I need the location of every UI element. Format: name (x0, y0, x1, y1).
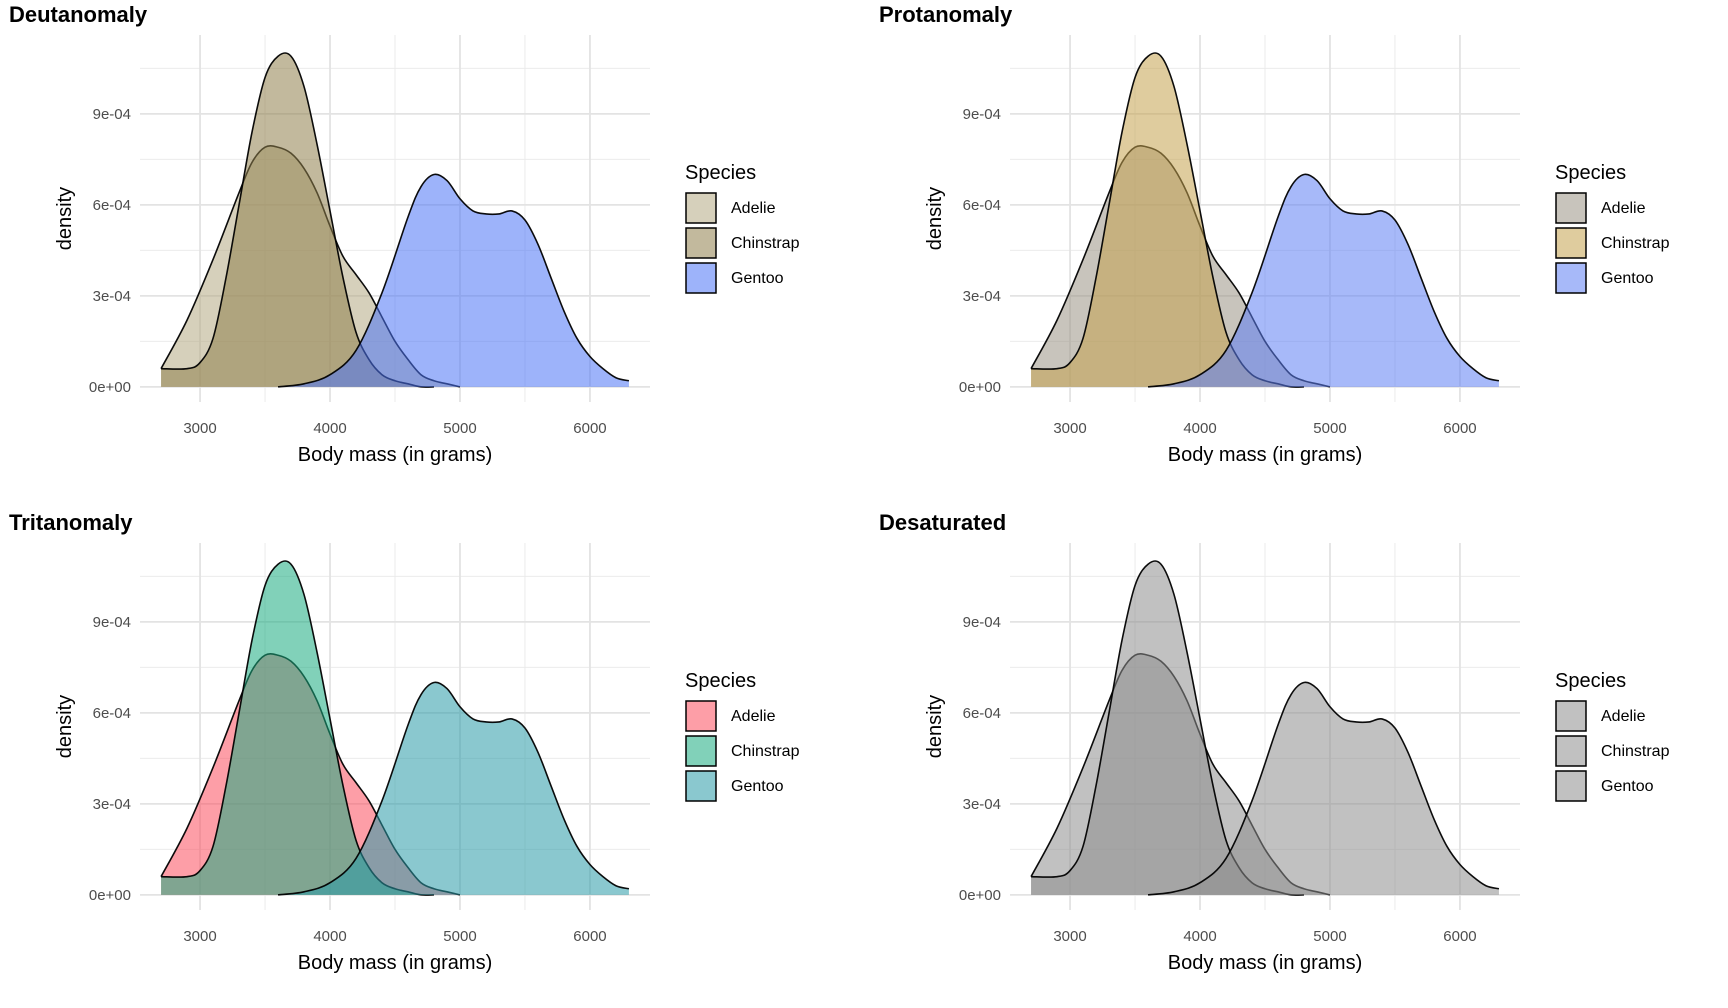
legend-title: Species (685, 162, 756, 184)
y-tick-label: 6e-04 (93, 705, 131, 722)
y-tick-label: 0e+00 (959, 379, 1001, 396)
y-tick-label: 9e-04 (963, 106, 1001, 123)
y-tick-label: 3e-04 (93, 796, 131, 813)
legend-title: Species (1555, 162, 1626, 184)
legend-key-gentoo (1555, 770, 1587, 802)
x-axis-title: Body mass (in grams) (1168, 444, 1363, 466)
legend-key-chinstrap (685, 735, 717, 767)
x-tick-label: 4000 (313, 420, 346, 437)
legend-title: Species (685, 670, 756, 692)
legend-key-adelie (1555, 192, 1587, 224)
density-line-gentoo (1147, 681, 1500, 896)
y-tick-label: 0e+00 (89, 379, 131, 396)
legend-key-gentoo (685, 770, 717, 802)
x-tick-label: 6000 (1443, 420, 1476, 437)
legend-key-adelie (685, 700, 717, 732)
y-tick-label: 9e-04 (963, 614, 1001, 631)
density-line-gentoo (277, 681, 630, 896)
panel-title: Tritanomaly (9, 510, 133, 535)
legend-key-chinstrap (1555, 735, 1587, 767)
x-tick-label: 4000 (313, 928, 346, 945)
y-tick-label: 9e-04 (93, 106, 131, 123)
density-line-gentoo (1147, 173, 1500, 388)
legend-label-chinstrap: Chinstrap (731, 743, 800, 760)
x-tick-label: 4000 (1183, 420, 1216, 437)
panel-protanomaly: Protanomaly 3000 4000 5000 6000 0e+00 3e-04 6e-… (879, 2, 1670, 466)
legend-key-chinstrap (1555, 227, 1587, 259)
density-areas (1030, 560, 1500, 896)
density-area-chinstrap (1031, 52, 1304, 388)
legend-label-chinstrap: Chinstrap (1601, 743, 1670, 760)
legend-label-gentoo: Gentoo (1601, 270, 1654, 287)
density-area-gentoo (1148, 682, 1499, 895)
x-axis-title: Body mass (in grams) (1168, 952, 1363, 974)
legend-label-adelie: Adelie (1601, 708, 1646, 725)
y-tick-label: 6e-04 (93, 197, 131, 214)
density-area-gentoo (1148, 174, 1499, 387)
legend-label-adelie: Adelie (731, 200, 776, 217)
legend: Species Adelie Chinstrap Gentoo (1555, 162, 1670, 294)
panel-deutanomaly: Deutanomaly 3000 4000 5000 6000 0e+00 3e-04 6e-… (9, 2, 800, 466)
y-axis-title: density (54, 187, 76, 250)
y-tick-label: 3e-04 (963, 796, 1001, 813)
legend: Species Adelie Chinstrap Gentoo (685, 670, 800, 802)
legend-key-gentoo (685, 262, 717, 294)
y-axis-title: density (54, 695, 76, 758)
y-tick-label: 3e-04 (963, 288, 1001, 305)
density-area-chinstrap (1031, 560, 1304, 896)
y-tick-label: 6e-04 (963, 197, 1001, 214)
x-tick-label: 6000 (573, 928, 606, 945)
legend: Species Adelie Chinstrap Gentoo (685, 162, 800, 294)
y-tick-label: 3e-04 (93, 288, 131, 305)
x-axis-title: Body mass (in grams) (298, 952, 493, 974)
y-tick-label: 0e+00 (89, 887, 131, 904)
x-tick-label: 5000 (1313, 928, 1346, 945)
legend-label-chinstrap: Chinstrap (731, 235, 800, 252)
x-tick-label: 3000 (1053, 420, 1086, 437)
density-area-gentoo (278, 174, 629, 387)
x-tick-label: 5000 (1313, 420, 1346, 437)
x-tick-label: 5000 (443, 928, 476, 945)
x-tick-label: 3000 (1053, 928, 1086, 945)
legend-key-chinstrap (685, 227, 717, 259)
density-areas (160, 52, 630, 388)
legend-label-adelie: Adelie (1601, 200, 1646, 217)
legend-key-adelie (1555, 700, 1587, 732)
x-tick-label: 3000 (183, 420, 216, 437)
density-area-gentoo (278, 682, 629, 895)
panel-desaturated: Desaturated 3000 4000 5000 6000 0e+00 3e-04 6e-… (879, 510, 1670, 974)
y-tick-label: 0e+00 (959, 887, 1001, 904)
y-tick-label: 9e-04 (93, 614, 131, 631)
x-tick-label: 5000 (443, 420, 476, 437)
y-axis-title: density (924, 695, 946, 758)
panel-tritanomaly: Tritanomaly 3000 4000 5000 6000 0e+00 3e-04 6e-… (9, 510, 800, 974)
legend-label-gentoo: Gentoo (1601, 778, 1654, 795)
panel-title: Protanomaly (879, 2, 1013, 27)
legend-key-gentoo (1555, 262, 1587, 294)
x-tick-label: 3000 (183, 928, 216, 945)
x-tick-label: 4000 (1183, 928, 1216, 945)
y-tick-label: 6e-04 (963, 705, 1001, 722)
legend-label-gentoo: Gentoo (731, 778, 784, 795)
legend-label-chinstrap: Chinstrap (1601, 235, 1670, 252)
legend-label-gentoo: Gentoo (731, 270, 784, 287)
legend-key-adelie (685, 192, 717, 224)
density-area-chinstrap (161, 52, 434, 388)
legend-label-adelie: Adelie (731, 708, 776, 725)
density-areas (160, 560, 630, 896)
density-areas (1030, 52, 1500, 388)
y-axis-title: density (924, 187, 946, 250)
panel-title: Deutanomaly (9, 2, 148, 27)
panel-title: Desaturated (879, 510, 1006, 535)
x-tick-label: 6000 (1443, 928, 1476, 945)
density-line-gentoo (277, 173, 630, 388)
x-tick-label: 6000 (573, 420, 606, 437)
legend-title: Species (1555, 670, 1626, 692)
legend: Species Adelie Chinstrap Gentoo (1555, 670, 1670, 802)
x-axis-title: Body mass (in grams) (298, 444, 493, 466)
density-area-chinstrap (161, 560, 434, 896)
